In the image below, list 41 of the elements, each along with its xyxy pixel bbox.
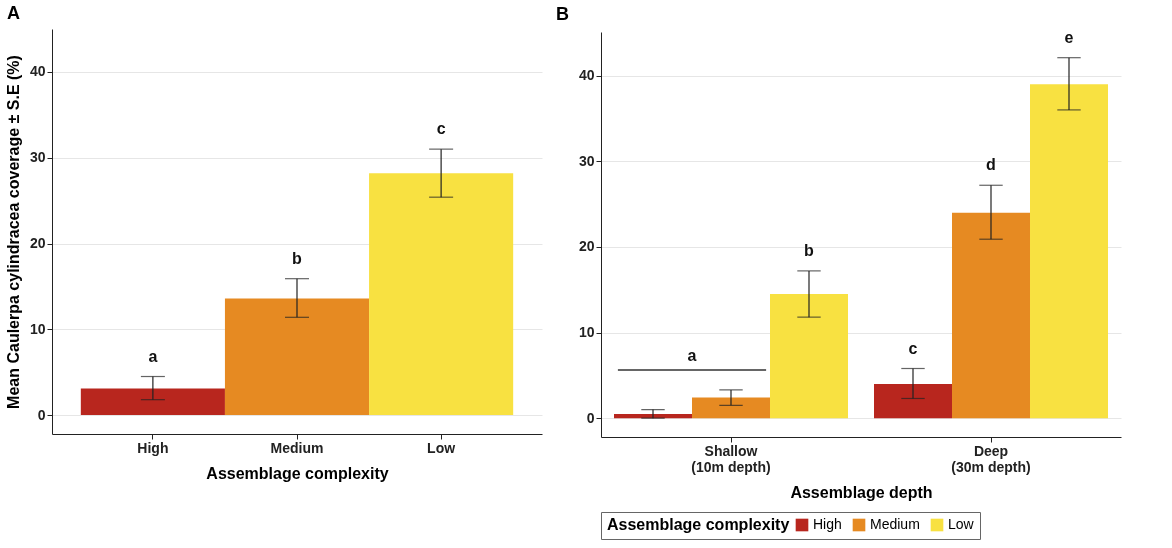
y-tick-label: 30 <box>578 152 595 169</box>
bar <box>1030 84 1108 419</box>
y-tick-label: 20 <box>578 238 595 255</box>
y-tick-label: 10 <box>29 320 46 337</box>
annotation: c <box>436 120 446 138</box>
y-tick-label: 0 <box>586 409 595 426</box>
x-axis-title: Assemblage complexity <box>206 464 389 482</box>
y-axis-title: Mean Caulerpa cylindracea coverage ± S.E (%) <box>4 55 22 409</box>
bar <box>224 298 370 416</box>
bar <box>80 388 225 416</box>
legend-label: Medium <box>870 516 920 532</box>
chart-title: A <box>7 3 20 23</box>
x-axis-title: Assemblage depth <box>790 483 933 501</box>
y-tick-label: 10 <box>578 324 595 341</box>
chart-title: B <box>556 3 569 24</box>
x-tick-label: High <box>137 439 169 456</box>
x-tick-label: Medium <box>270 439 324 456</box>
annotation: a <box>687 346 697 364</box>
bar <box>770 294 848 419</box>
annotation: c <box>908 339 918 357</box>
legend-label: Low <box>948 516 975 532</box>
y-tick-label: 20 <box>29 235 46 252</box>
bar <box>369 173 514 416</box>
annotation: d <box>986 156 996 174</box>
bar <box>692 397 770 419</box>
annotation: a <box>148 347 158 365</box>
legend-label: High <box>813 516 842 532</box>
bar <box>614 413 692 419</box>
x-tick-label: Low <box>427 439 456 456</box>
annotation: b <box>804 241 815 259</box>
y-tick-label: 40 <box>29 63 46 80</box>
legend-title: Assemblage complexity <box>607 516 790 533</box>
y-tick-label: 40 <box>578 67 595 84</box>
bar <box>952 212 1030 419</box>
bar <box>874 383 952 419</box>
annotation: b <box>292 249 303 267</box>
annotation: e <box>1064 28 1074 46</box>
x-tick-label: Shallow (10m depth) <box>691 442 771 475</box>
y-tick-label: 30 <box>29 149 46 166</box>
y-tick-label: 0 <box>37 406 46 423</box>
x-tick-label: Deep (30m depth) <box>951 442 1031 475</box>
